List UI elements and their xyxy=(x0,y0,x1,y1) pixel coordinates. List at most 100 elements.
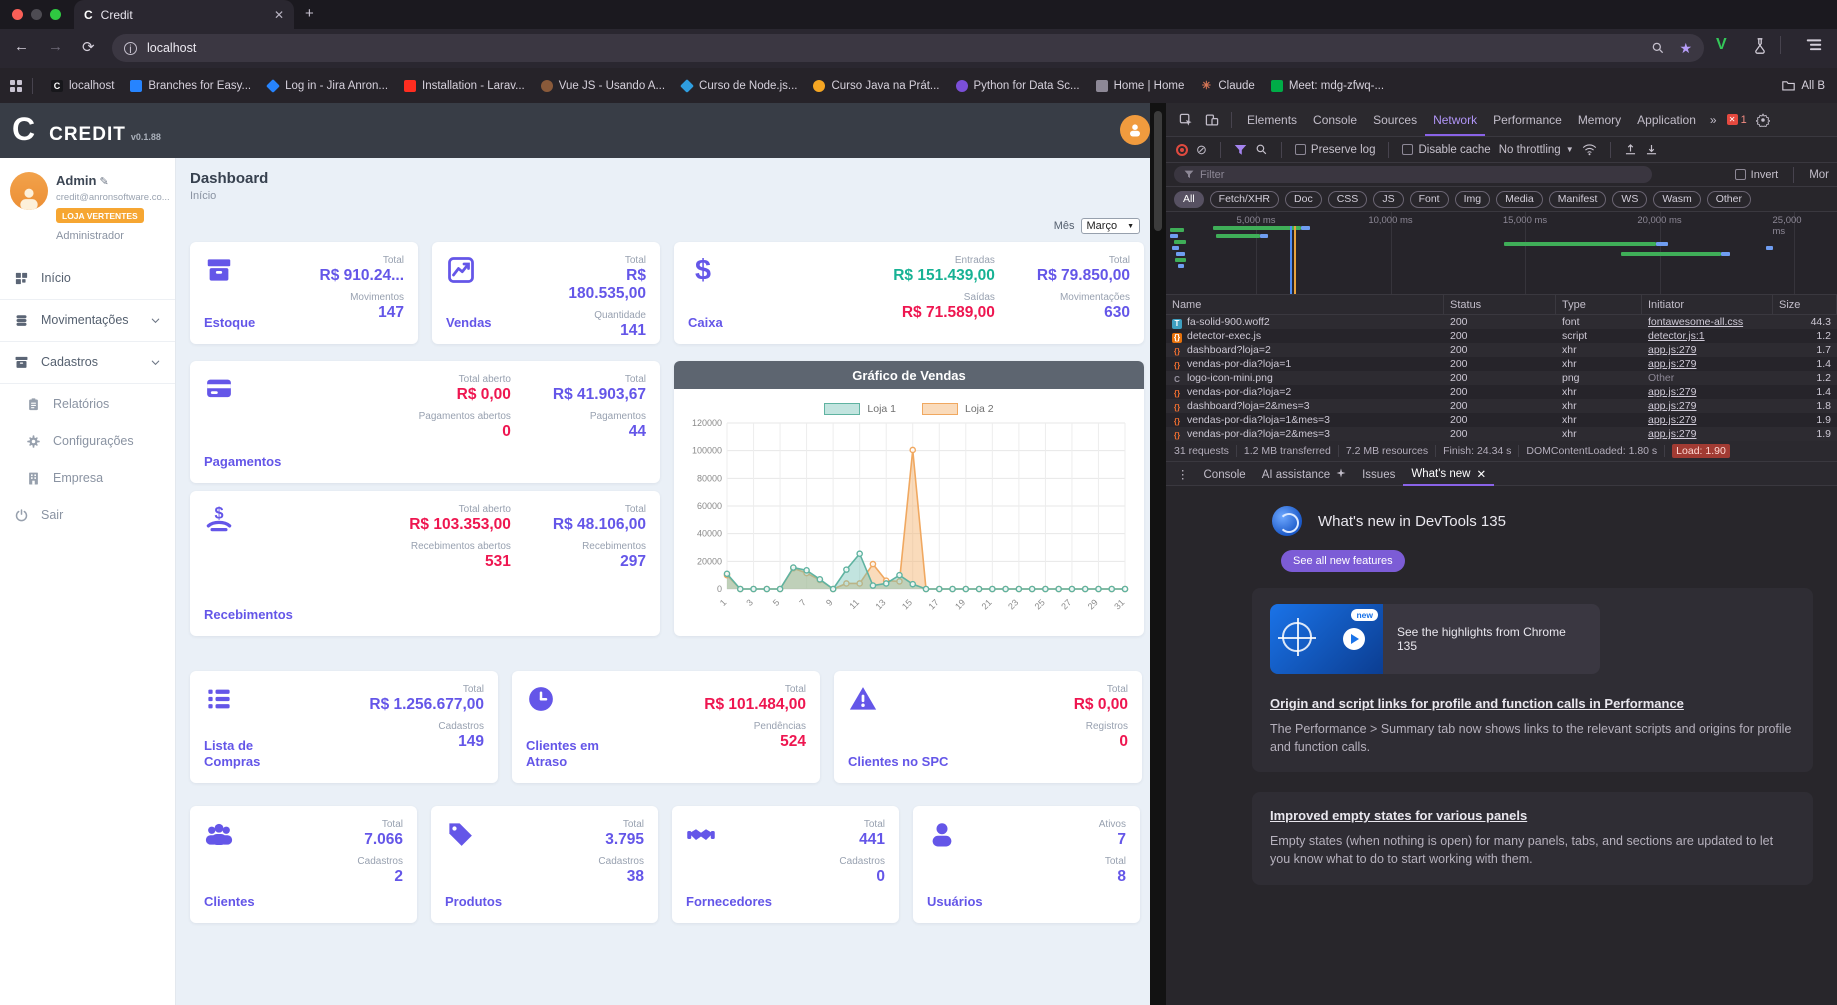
user-avatar[interactable] xyxy=(1120,115,1150,145)
column-header-type[interactable]: Type xyxy=(1556,295,1642,314)
new-tab-button[interactable]: + xyxy=(305,5,314,22)
filter-chip-ws[interactable]: WS xyxy=(1612,190,1648,208)
initiator-link[interactable]: app.js:279 xyxy=(1648,358,1697,370)
bookmark-star-icon[interactable]: ★ xyxy=(1679,39,1692,56)
edit-pencil-icon[interactable]: ✎ xyxy=(99,176,109,188)
initiator-link[interactable]: app.js:279 xyxy=(1648,428,1697,440)
browser-tab[interactable]: C Credit ✕ xyxy=(74,0,294,29)
feature-link[interactable]: Improved empty states for various panels xyxy=(1270,808,1528,824)
reading-list-icon[interactable] xyxy=(1806,38,1822,52)
table-row[interactable]: {} vendas-por-dia?loja=1 200 xhr app.js:279 1… xyxy=(1166,357,1837,371)
search-icon[interactable] xyxy=(1255,143,1268,156)
back-icon[interactable]: ← xyxy=(14,38,29,55)
clear-icon[interactable]: ⊘ xyxy=(1196,141,1207,157)
sidebar-item-inicio[interactable]: Início xyxy=(0,260,175,297)
card-clientesematraso[interactable]: Clientes em Atraso Total R$ 101.484,00 Pend… xyxy=(512,671,820,783)
filter-chip-css[interactable]: CSS xyxy=(1327,190,1368,208)
close-drawer-tab-icon[interactable]: ✕ xyxy=(1476,468,1487,481)
disable-cache-checkbox[interactable]: Disable cache xyxy=(1402,144,1491,156)
card-caixa[interactable]: $ Caixa Entradas R$ 151.439,00 Saídas R$ 71.5… xyxy=(674,242,1144,344)
minimize-window-icon[interactable] xyxy=(31,9,42,20)
bookmark-item[interactable]: Curso de Node.js... xyxy=(673,77,805,95)
all-bookmarks[interactable]: All B xyxy=(1782,80,1827,92)
card-listadecompras[interactable]: Lista de Compras Total R$ 1.256.677,00 Cada… xyxy=(190,671,498,783)
table-row[interactable]: {} vendas-por-dia?loja=2 200 xhr app.js:279 1… xyxy=(1166,385,1837,399)
bookmark-item[interactable]: Home | Home xyxy=(1088,77,1193,95)
table-row[interactable]: {} detector-exec.js 200 script detector.js:1… xyxy=(1166,329,1837,343)
maximize-window-icon[interactable] xyxy=(50,9,61,20)
highlight-video-card[interactable]: new See the highlights from Chrome 135 xyxy=(1270,604,1600,674)
devtools-tab-memory[interactable]: Memory xyxy=(1577,112,1622,127)
apps-grid-icon[interactable] xyxy=(10,79,22,92)
initiator-link[interactable]: app.js:279 xyxy=(1648,386,1697,398)
initiator-link[interactable]: fontawesome-all.css xyxy=(1648,316,1744,328)
extension-flask-icon[interactable] xyxy=(1752,37,1768,55)
devtools-tab-performance[interactable]: Performance xyxy=(1493,112,1562,127)
initiator-link[interactable]: app.js:279 xyxy=(1648,344,1697,356)
column-header-size[interactable]: Size xyxy=(1773,295,1837,314)
bookmark-item[interactable]: Branches for Easy... xyxy=(122,77,259,95)
bookmark-item[interactable]: Log in - Jira Anron... xyxy=(259,77,396,95)
record-button[interactable] xyxy=(1176,143,1188,156)
filter-chip-manifest[interactable]: Manifest xyxy=(1548,190,1607,208)
sidebar-item-configuracoes[interactable]: Configurações xyxy=(0,423,175,460)
column-header-initiator[interactable]: Initiator xyxy=(1642,295,1773,314)
drawer-tab-aiassistance[interactable]: AI assistance xyxy=(1254,462,1354,486)
devtools-settings-icon[interactable] xyxy=(1751,112,1775,127)
card-clientes[interactable]: Clientes Total 7.066 Cadastros 2 xyxy=(190,806,417,923)
sidebar-item-sair[interactable]: Sair xyxy=(0,497,175,534)
sidebar-item-movimentacoes[interactable]: Movimentações xyxy=(0,302,175,339)
import-har-icon[interactable] xyxy=(1624,143,1637,156)
sidebar-item-relatorios[interactable]: Relatórios xyxy=(0,386,175,423)
page-scrollbar[interactable] xyxy=(1150,103,1166,1005)
filter-chip-doc[interactable]: Doc xyxy=(1285,190,1322,208)
close-window-icon[interactable] xyxy=(12,9,23,20)
card-usuarios[interactable]: Usuários Ativos 7 Total 8 xyxy=(913,806,1140,923)
error-badge[interactable]: ✕ 1 xyxy=(1726,114,1747,126)
filter-chip-media[interactable]: Media xyxy=(1496,190,1543,208)
bookmark-item[interactable]: Curso Java na Prát... xyxy=(805,77,947,95)
more-filters-label[interactable]: Mor xyxy=(1809,168,1829,181)
site-info-icon[interactable]: i xyxy=(124,41,137,55)
column-header-name[interactable]: Name xyxy=(1166,295,1444,314)
sidebar-item-cadastros[interactable]: Cadastros xyxy=(0,344,175,381)
column-header-status[interactable]: Status xyxy=(1444,295,1556,314)
devtools-tab-sources[interactable]: Sources xyxy=(1373,112,1418,127)
devtools-tab-network[interactable]: Network xyxy=(1425,104,1486,136)
filter-chip-fetchxhr[interactable]: Fetch/XHR xyxy=(1209,190,1280,208)
filter-funnel-icon[interactable] xyxy=(1234,144,1247,156)
drawer-tab-issues[interactable]: Issues xyxy=(1354,462,1403,486)
filter-chip-wasm[interactable]: Wasm xyxy=(1653,190,1701,208)
table-row[interactable]: {} vendas-por-dia?loja=1&mes=3 200 xhr app.j… xyxy=(1166,413,1837,427)
month-select[interactable]: Março ▼ xyxy=(1080,218,1140,234)
bookmark-item[interactable]: Installation - Larav... xyxy=(396,77,533,95)
forward-icon[interactable]: → xyxy=(48,38,63,55)
filter-chip-font[interactable]: Font xyxy=(1409,190,1449,208)
card-estoque[interactable]: Estoque Total R$ 910.24... Movimentos 147 xyxy=(190,242,418,344)
bookmark-item[interactable]: Python for Data Sc... xyxy=(948,77,1088,95)
bookmark-item[interactable]: ✳ Claude xyxy=(1192,77,1262,95)
card-clientesnospc[interactable]: Clientes no SPC Total R$ 0,00 Registros 0 xyxy=(834,671,1142,783)
kebab-menu-icon[interactable]: ⋮ xyxy=(1177,468,1189,481)
see-all-features-button[interactable]: See all new features xyxy=(1281,550,1405,572)
feature-link[interactable]: Origin and script links for profile and … xyxy=(1270,696,1684,711)
devtools-tab-application[interactable]: Application xyxy=(1637,112,1696,127)
reload-icon[interactable]: ⟳ xyxy=(82,39,95,56)
table-row[interactable]: {} dashboard?loja=2 200 xhr app.js:279 1.7 xyxy=(1166,343,1837,357)
tab-close-icon[interactable]: ✕ xyxy=(273,7,284,22)
card-fornecedores[interactable]: Fornecedores Total 441 Cadastros 0 xyxy=(672,806,899,923)
invert-checkbox[interactable]: Invert xyxy=(1734,169,1778,181)
initiator-link[interactable]: detector.js:1 xyxy=(1648,330,1705,342)
bookmark-item[interactable]: Meet: mdg-zfwq-... xyxy=(1263,77,1392,95)
filter-input[interactable]: Filter xyxy=(1174,166,1652,183)
table-row[interactable]: {} dashboard?loja=2&mes=3 200 xhr app.js:279… xyxy=(1166,399,1837,413)
address-bar[interactable]: i localhost ★ xyxy=(112,34,1704,62)
card-vendas[interactable]: Vendas Total R$ 180.535,00 Quantidade 141 xyxy=(432,242,660,344)
window-controls[interactable] xyxy=(12,9,61,20)
drawer-tab-whatsnew[interactable]: What's new ✕ xyxy=(1403,462,1495,486)
devtools-tab-console[interactable]: Console xyxy=(1313,112,1358,127)
initiator-link[interactable]: app.js:279 xyxy=(1648,400,1697,412)
